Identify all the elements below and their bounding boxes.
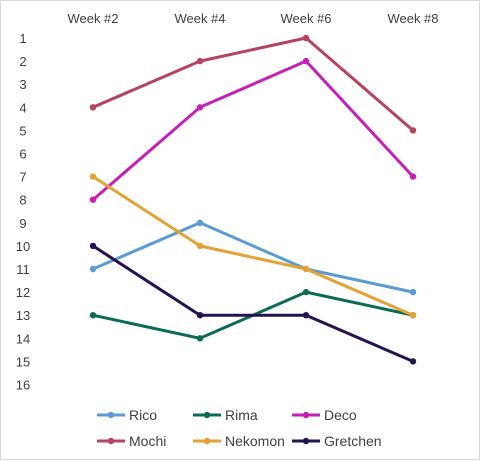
y-tick-label: 3 (19, 77, 26, 92)
data-point (89, 265, 97, 273)
data-point (409, 288, 417, 296)
data-point (196, 219, 204, 226)
data-point (302, 265, 310, 273)
data-point (196, 312, 204, 319)
y-tick-label: 10 (16, 239, 30, 254)
legend: Rico Rima Deco Mochi Nekomon Gretchen (97, 407, 382, 449)
data-point (196, 57, 204, 65)
y-tick-label: 9 (19, 216, 26, 231)
series-line (91, 175, 415, 317)
data-point (409, 127, 417, 134)
y-tick-label: 14 (16, 331, 30, 346)
y-tick-label: 16 (16, 378, 30, 393)
series-line (91, 221, 415, 294)
data-point (196, 242, 204, 250)
y-tick-label: 11 (16, 262, 30, 277)
series-line (91, 36, 415, 132)
legend-item: Mochi (97, 433, 166, 449)
x-tick-label: Week #2 (67, 11, 118, 26)
data-point (89, 242, 97, 250)
y-tick-label: 12 (16, 285, 30, 300)
data-point (89, 104, 97, 111)
data-point (89, 173, 97, 180)
data-point (409, 358, 417, 365)
legend-item: Rima (193, 407, 258, 423)
data-point (302, 34, 310, 42)
legend-item: Deco (292, 407, 357, 423)
legend-swatch-marker (302, 411, 310, 419)
legend-label: Deco (324, 407, 357, 423)
y-tick-label: 4 (19, 100, 26, 115)
series-mochi (89, 34, 417, 134)
legend-label: Gretchen (324, 433, 382, 449)
series-nekomon (89, 173, 417, 319)
y-tick-label: 2 (19, 54, 26, 69)
legend-label: Nekomon (225, 433, 285, 449)
y-tick-label: 1 (19, 31, 26, 46)
legend-label: Rico (129, 407, 157, 423)
series-line (91, 59, 415, 202)
legend-swatch-marker (107, 437, 115, 445)
data-point (196, 335, 204, 342)
legend-item: Gretchen (292, 433, 382, 449)
data-point (302, 312, 310, 319)
y-tick-label: 6 (19, 147, 26, 162)
legend-swatch-marker (203, 411, 211, 419)
legend-swatch-marker (107, 411, 115, 419)
data-point (409, 312, 417, 319)
y-tick-label: 15 (16, 354, 30, 369)
legend-item: Nekomon (193, 433, 285, 449)
data-point (89, 196, 97, 203)
y-tick-label: 8 (19, 193, 26, 208)
series-lines (89, 34, 417, 365)
legend-swatch-marker (203, 437, 211, 445)
legend-item: Rico (97, 407, 157, 423)
series-deco (89, 57, 417, 203)
y-tick-label: 13 (16, 308, 30, 323)
series-line (91, 244, 415, 363)
x-tick-label: Week #8 (387, 11, 438, 26)
y-tick-label: 5 (19, 123, 26, 138)
data-point (89, 312, 97, 319)
x-axis-tick-labels: Week #2 Week #4 Week #6 Week #8 (67, 11, 438, 26)
x-tick-label: Week #6 (280, 11, 331, 26)
legend-label: Mochi (129, 433, 166, 449)
data-point (302, 288, 310, 296)
legend-swatch-marker (302, 437, 310, 445)
data-point (302, 57, 310, 65)
y-tick-label: 7 (19, 170, 26, 185)
data-point (196, 104, 204, 111)
data-point (409, 173, 417, 180)
x-tick-label: Week #4 (174, 11, 225, 26)
series-gretchen (89, 242, 417, 365)
legend-label: Rima (225, 407, 258, 423)
